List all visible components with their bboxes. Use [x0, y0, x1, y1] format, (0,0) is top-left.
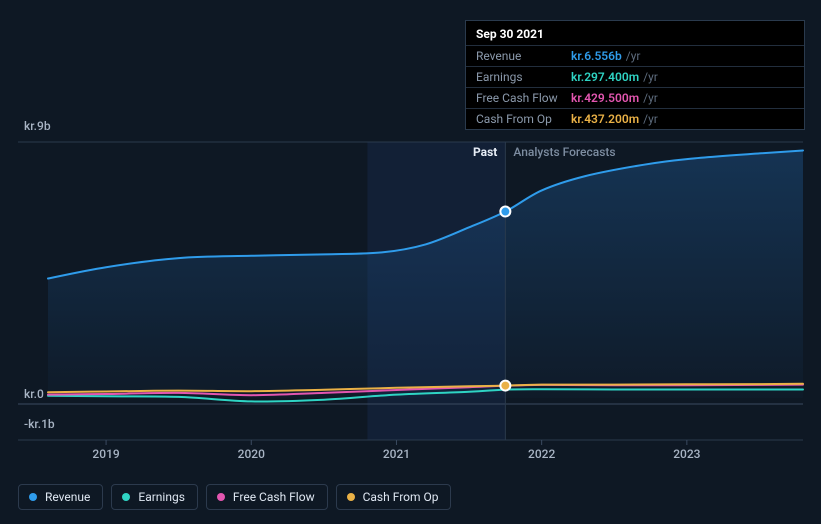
- tooltip-date: Sep 30 2021: [466, 21, 804, 45]
- tooltip-row: Cash From Opkr.437.200m/yr: [466, 108, 804, 129]
- chart-tooltip: Sep 30 2021 Revenuekr.6.556b/yrEarningsk…: [465, 20, 805, 130]
- legend-label: Earnings: [138, 490, 185, 504]
- tooltip-row-label: Free Cash Flow: [476, 91, 571, 105]
- legend-dot: [347, 493, 355, 501]
- region-label-past: Past: [473, 145, 497, 159]
- y-axis-label: kr.0: [24, 387, 44, 401]
- earnings-chart: { "tooltip": { "date": "Sep 30 2021", "s…: [0, 0, 821, 524]
- tooltip-row-suffix: /yr: [643, 112, 658, 126]
- tooltip-row-suffix: /yr: [643, 91, 658, 105]
- region-label-forecast: Analysts Forecasts: [513, 145, 615, 159]
- legend-dot: [122, 493, 130, 501]
- tooltip-row-value: kr.6.556b: [571, 49, 622, 63]
- legend-dot: [29, 493, 37, 501]
- x-axis-label: 2019: [92, 447, 119, 461]
- tooltip-row-value: kr.429.500m: [571, 91, 639, 105]
- tooltip-row-label: Cash From Op: [476, 112, 571, 126]
- tooltip-row-value: kr.437.200m: [571, 112, 639, 126]
- series-marker: [500, 381, 510, 391]
- tooltip-row: Free Cash Flowkr.429.500m/yr: [466, 87, 804, 108]
- legend-label: Free Cash Flow: [233, 490, 315, 504]
- legend-item[interactable]: Revenue: [18, 484, 103, 510]
- legend-item[interactable]: Free Cash Flow: [206, 484, 328, 510]
- tooltip-row: Revenuekr.6.556b/yr: [466, 45, 804, 66]
- tooltip-row-suffix: /yr: [643, 70, 658, 84]
- legend: Revenue Earnings Free Cash Flow Cash From O…: [18, 484, 451, 510]
- y-axis-label: kr.9b: [24, 119, 51, 133]
- tooltip-row-label: Earnings: [476, 70, 571, 84]
- legend-item[interactable]: Earnings: [111, 484, 198, 510]
- legend-label: Revenue: [45, 490, 90, 504]
- tooltip-row-value: kr.297.400m: [571, 70, 639, 84]
- x-axis-label: 2022: [528, 447, 555, 461]
- y-axis-label: -kr.1b: [24, 417, 55, 431]
- legend-dot: [217, 493, 225, 501]
- x-axis-label: 2020: [238, 447, 265, 461]
- tooltip-row-suffix: /yr: [626, 49, 641, 63]
- legend-label: Cash From Op: [363, 490, 439, 504]
- x-axis-label: 2023: [673, 447, 700, 461]
- x-axis-label: 2021: [383, 447, 410, 461]
- tooltip-row: Earningskr.297.400m/yr: [466, 66, 804, 87]
- tooltip-row-label: Revenue: [476, 49, 571, 63]
- legend-item[interactable]: Cash From Op: [336, 484, 452, 510]
- series-marker: [500, 207, 510, 217]
